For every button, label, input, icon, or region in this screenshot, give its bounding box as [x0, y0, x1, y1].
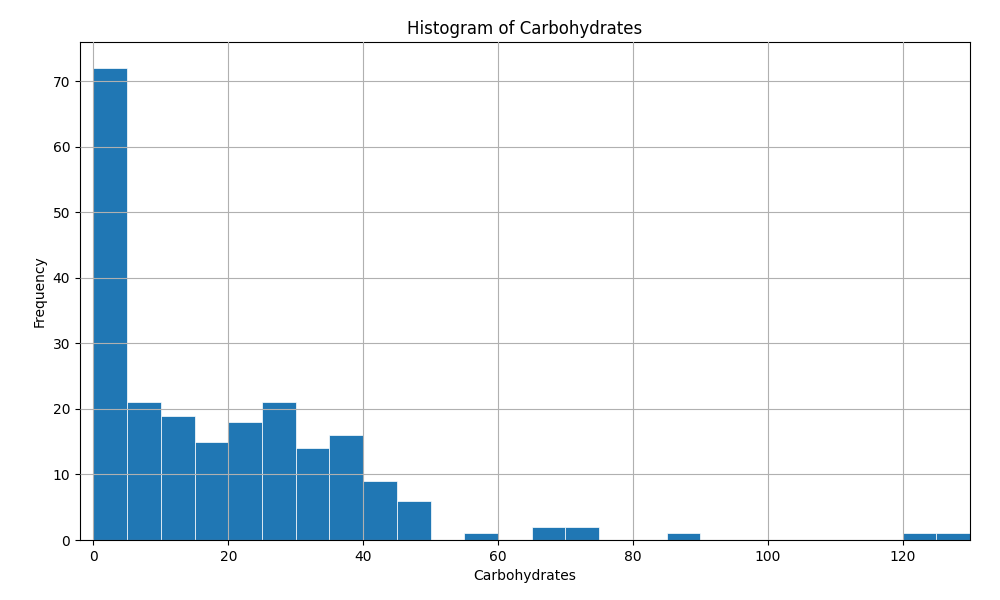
Bar: [296, 448, 329, 540]
Bar: [397, 500, 431, 540]
Bar: [228, 422, 262, 540]
Bar: [161, 415, 195, 540]
Bar: [667, 533, 700, 540]
Bar: [93, 68, 127, 540]
Bar: [464, 533, 498, 540]
Bar: [195, 442, 228, 540]
X-axis label: Carbohydrates: Carbohydrates: [474, 569, 576, 583]
Bar: [329, 435, 363, 540]
Title: Histogram of Carbohydrates: Histogram of Carbohydrates: [407, 20, 643, 38]
Bar: [936, 533, 970, 540]
Bar: [262, 403, 296, 540]
Bar: [363, 481, 397, 540]
Bar: [127, 403, 161, 540]
Y-axis label: Frequency: Frequency: [33, 255, 47, 327]
Bar: [903, 533, 936, 540]
Bar: [532, 527, 565, 540]
Bar: [565, 527, 599, 540]
